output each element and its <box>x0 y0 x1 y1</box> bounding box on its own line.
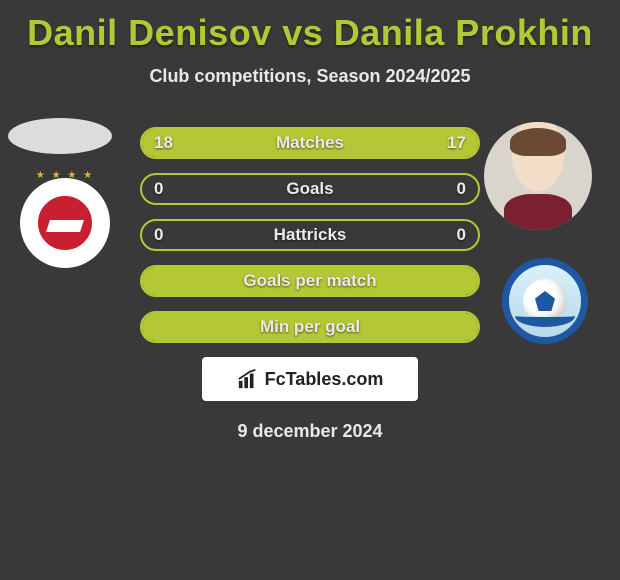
player-photo-icon <box>484 122 592 230</box>
stat-row: Goals per match <box>140 265 480 297</box>
stat-value-right: 0 <box>428 179 478 199</box>
orenburg-logo-icon <box>502 258 588 344</box>
stat-value-left: 18 <box>142 133 192 153</box>
stat-value-right: 17 <box>428 133 478 153</box>
player-right-avatar <box>484 122 592 230</box>
page-title: Danil Denisov vs Danila Prokhin <box>0 0 620 54</box>
stats-comparison: 18Matches170Goals00Hattricks0Goals per m… <box>140 127 480 343</box>
subtitle: Club competitions, Season 2024/2025 <box>0 66 620 87</box>
stat-label: Goals <box>192 179 428 199</box>
bar-chart-icon <box>237 368 259 390</box>
player-left-club-badge: ★ ★ ★ ★ <box>20 178 120 268</box>
stat-row: 0Hattricks0 <box>140 219 480 251</box>
stat-label: Min per goal <box>192 317 428 337</box>
stat-label: Goals per match <box>192 271 428 291</box>
stat-label: Matches <box>192 133 428 153</box>
player-left-avatar <box>8 118 112 154</box>
fctables-watermark: FcTables.com <box>202 357 418 401</box>
stat-value-left: 0 <box>142 225 192 245</box>
stat-label: Hattricks <box>192 225 428 245</box>
watermark-text: FcTables.com <box>265 369 384 390</box>
player-right-club-badge <box>502 258 602 344</box>
stat-value-left: 0 <box>142 179 192 199</box>
stat-row: 18Matches17 <box>140 127 480 159</box>
stat-row: Min per goal <box>140 311 480 343</box>
stat-value-right: 0 <box>428 225 478 245</box>
spartak-logo-icon: ★ ★ ★ ★ <box>20 178 110 268</box>
generation-date: 9 december 2024 <box>0 421 620 442</box>
stat-row: 0Goals0 <box>140 173 480 205</box>
